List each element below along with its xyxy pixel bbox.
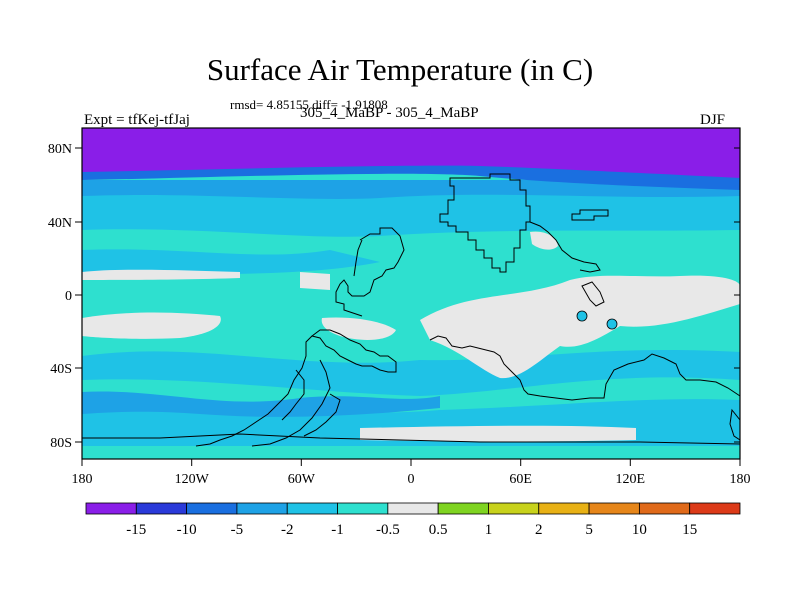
map-title: Surface Air Temperature (in C) (206, 52, 594, 87)
band-light-blue-north (82, 186, 740, 237)
colorbar: -15 -10 -5 -2 -1 -0.5 0.5 1 2 5 10 15 (85, 502, 741, 538)
patch-white-5 (530, 231, 558, 250)
patch-white-6 (300, 272, 330, 290)
band-light-blue-south (82, 349, 740, 396)
colorbar-swatch (286, 502, 338, 515)
band-mid-blue-north (82, 180, 740, 199)
x-tick-label: 180 (730, 472, 751, 487)
x-tick-labels: 180 120W 60W 0 60E 120E 180 (72, 472, 751, 487)
patch-small-blue-1 (576, 310, 588, 322)
y-tick-label: 40S (50, 362, 72, 377)
subtitle-label: 305_4_MaBP - 305_4_MaBP (300, 105, 479, 121)
x-tick-label: 0 (408, 472, 415, 487)
x-tick-label: 120E (616, 472, 646, 487)
colorbar-swatch (689, 502, 741, 515)
patch-white-2 (82, 312, 221, 339)
coastline-nz (729, 408, 741, 441)
coastline-na-west (353, 239, 363, 277)
colorbar-swatch (437, 502, 489, 515)
season-label: DJF (700, 112, 726, 128)
coastline-sa-inner (281, 369, 305, 421)
colorbar-label: -5 (231, 522, 244, 538)
map-plot (81, 127, 741, 460)
y-tick-label: 80S (50, 436, 72, 451)
x-tick-label: 60E (509, 472, 532, 487)
colorbar-swatch (638, 502, 691, 515)
colorbar-label: -2 (281, 522, 294, 538)
y-tick-labels: 80N 40N 0 40S 80S (48, 142, 72, 451)
coastline-europe (439, 173, 531, 273)
colorbar-swatch (488, 502, 540, 515)
experiment-label: Expt = tfKej-tfJaj (84, 112, 190, 128)
colorbar-label: -10 (177, 522, 197, 538)
coastline-north-america (335, 227, 405, 317)
patch-white-antarctic (360, 425, 636, 442)
x-tick-label: 60W (288, 472, 316, 487)
patch-white-1 (82, 269, 240, 280)
coastline-sa-east (251, 359, 331, 447)
colorbar-label: 10 (632, 522, 647, 538)
colorbar-swatch (236, 502, 288, 515)
coastlines (82, 173, 741, 447)
colorbar-label: -15 (126, 522, 146, 538)
axis-ticks (75, 147, 741, 466)
patch-white-4 (420, 275, 740, 379)
coastline-sa-west (195, 335, 313, 447)
y-tick-label: 0 (65, 289, 72, 304)
colorbar-swatch (186, 502, 238, 515)
x-tick-label: 120W (175, 472, 210, 487)
colorbar-swatch (135, 502, 188, 515)
colorbar-label: -1 (331, 522, 344, 538)
band-purple-polar (82, 128, 740, 178)
patch-small-blue-2 (606, 318, 618, 330)
colorbar-label: 2 (535, 522, 543, 538)
coastline-antarctica (82, 433, 741, 445)
coastline-south-america (310, 329, 397, 373)
coastline-asia (529, 221, 601, 273)
colorbar-label: 0.5 (429, 522, 448, 538)
y-tick-label: 40N (48, 216, 72, 231)
colorbar-swatch (538, 502, 590, 515)
colorbar-swatch (337, 502, 389, 515)
colorbar-label: 15 (682, 522, 697, 538)
colorbar-swatch (387, 502, 439, 515)
coastline-island-east (571, 209, 609, 221)
colorbar-swatch (588, 502, 640, 515)
colorbar-label: -0.5 (376, 522, 400, 538)
colorbar-label: 5 (585, 522, 593, 538)
stats-label: rmsd= 4.85155 diff= -1.91808 (230, 97, 388, 112)
coastline-africa-australia (429, 335, 741, 401)
colorbar-swatch (85, 502, 137, 515)
colorbar-label: 1 (485, 522, 493, 538)
coastline-india (581, 281, 605, 307)
coastline-sa-tip (303, 393, 341, 437)
y-tick-label: 80N (48, 142, 72, 157)
band-mid-blue-south (82, 391, 440, 417)
x-tick-label: 180 (72, 472, 93, 487)
